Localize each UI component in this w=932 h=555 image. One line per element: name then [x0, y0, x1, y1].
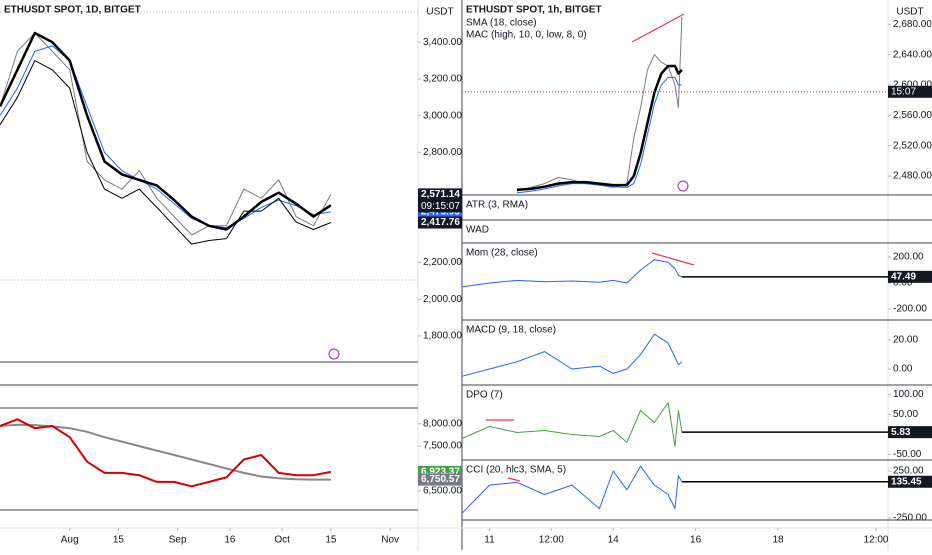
trend-line	[507, 477, 521, 482]
price-tag-label: 135.45	[891, 476, 922, 487]
y-tick-label: 3,000.00	[423, 110, 462, 121]
series-line	[516, 16, 683, 192]
series-line	[0, 45, 331, 229]
x-tick-label: 15	[325, 535, 337, 546]
series-line	[516, 64, 683, 191]
y-tick-label: -200.00	[893, 304, 927, 315]
pane-title: DPO (7)	[466, 390, 503, 401]
y-tick-label: 2,000.00	[423, 294, 462, 305]
price-tag-label: 6,923.37	[421, 467, 460, 478]
y-tick-label: 3,200.00	[423, 74, 462, 85]
y-tick-label: 1,800.00	[423, 331, 462, 342]
y-tick-label: 50.00	[893, 409, 918, 420]
pane-title: MACD (9, 18, close)	[466, 325, 556, 336]
x-tick-label: 11	[484, 535, 495, 546]
x-tick-label: 12:00	[539, 535, 564, 546]
price-tag	[418, 216, 462, 229]
y-tick-label: 2,680.00	[893, 19, 932, 30]
series-line	[0, 31, 332, 231]
pane-title: Mom (28, close)	[466, 248, 538, 259]
axis-unit: USDT	[426, 7, 453, 18]
event-icon[interactable]	[328, 348, 340, 360]
price-tag-label: 2,417.76	[421, 217, 460, 228]
pane-title: CCI (20, hlc3, SMA, 5)	[466, 465, 566, 476]
trend-line	[631, 13, 685, 43]
price-tag	[418, 188, 462, 201]
price-tag-label: 6,750.57	[421, 474, 460, 485]
y-tick-label: 0.00	[893, 364, 913, 375]
trend-line	[651, 252, 695, 266]
pane-title: WAD	[466, 225, 489, 236]
y-tick-label: 0.00	[893, 278, 913, 289]
x-tick-label: Sep	[169, 535, 187, 546]
y-tick-label: 2,480.00	[893, 171, 932, 182]
y-tick-label: 3,400.00	[423, 37, 462, 48]
price-tag	[418, 473, 462, 486]
x-tick-label: Aug	[61, 535, 79, 546]
y-tick-label: 2,640.00	[893, 49, 932, 60]
countdown-tag	[888, 85, 932, 98]
axis-unit: USDT	[896, 7, 923, 18]
pane-title: ETHUSDT SPOT, 1h, BITGET	[466, 5, 602, 16]
indicator-label: SMA (18, close)	[466, 18, 537, 29]
series-line	[0, 32, 332, 236]
y-tick-label: -250.00	[893, 513, 927, 524]
x-tick-label: 15	[113, 535, 125, 546]
y-tick-label: 2,200.00	[423, 257, 462, 268]
pane-title: ATR (3, RMA)	[466, 200, 528, 211]
y-tick-label: 8,000.00	[423, 418, 462, 429]
y-tick-label: -50.00	[893, 449, 922, 460]
series-line	[516, 76, 682, 194]
series-line	[0, 418, 332, 488]
event-icon[interactable]	[677, 180, 689, 192]
series-line	[461, 402, 683, 447]
y-tick-label: 200.00	[893, 252, 924, 263]
countdown-label: 15:07	[891, 86, 916, 97]
x-tick-label: 12:00	[863, 535, 888, 546]
y-tick-label: 100.00	[893, 389, 924, 400]
x-tick-label: 16	[690, 535, 702, 546]
y-tick-label: 20.00	[893, 335, 918, 346]
countdown-tag	[418, 200, 462, 213]
y-tick-label: 2,800.00	[423, 147, 462, 158]
series-line	[461, 259, 683, 288]
x-tick-label: Nov	[381, 535, 399, 546]
pane-title: ETHUSDT SPOT, 1D, BITGET	[4, 5, 141, 16]
x-tick-label: 16	[224, 535, 236, 546]
series-line	[0, 60, 332, 245]
countdown-label: 09:15:07	[421, 201, 460, 212]
y-tick-label: 7,500.00	[423, 441, 462, 452]
y-tick-label: 6,500.00	[423, 485, 462, 496]
x-tick-label: 14	[608, 535, 620, 546]
series-line	[461, 465, 683, 514]
price-tag	[888, 426, 932, 439]
price-tag	[888, 270, 932, 283]
price-tag	[888, 475, 932, 488]
price-tag-label: 5.83	[891, 427, 911, 438]
x-tick-label: Oct	[274, 535, 290, 546]
y-tick-label: 2,560.00	[893, 110, 932, 121]
indicator-label: MAC (high, 10, 0, low, 8, 0)	[466, 30, 587, 41]
price-tag-label: 2,571.14	[421, 189, 460, 200]
y-tick-label: 2,600.00	[893, 80, 932, 91]
y-tick-label: 250.00	[893, 466, 924, 477]
y-tick-label: 2,520.00	[893, 140, 932, 151]
x-tick-label: 18	[773, 535, 785, 546]
series-line	[461, 333, 683, 377]
price-tag-label: 47.49	[891, 271, 916, 282]
